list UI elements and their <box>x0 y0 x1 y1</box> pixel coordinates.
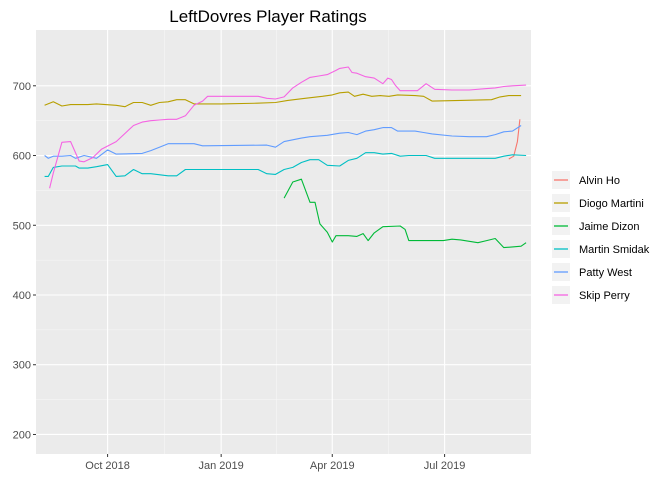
x-tick-label: Oct 2018 <box>85 460 130 472</box>
legend-label-martin-smidak: Martin Smidak <box>579 244 650 256</box>
series-line-alvin-ho <box>508 119 521 160</box>
plot-panel <box>36 30 531 454</box>
series-line-patty-west <box>44 125 522 159</box>
y-tick-label: 500 <box>13 220 31 232</box>
y-tick-label: 700 <box>13 81 31 93</box>
series-line-diogo-martini <box>44 91 522 108</box>
series-line-martin-smidak <box>44 152 527 177</box>
y-tick-label: 300 <box>13 360 31 372</box>
chart-title: LeftDovres Player Ratings <box>169 7 366 26</box>
series-line-jaime-dizon <box>283 178 527 249</box>
panel-background <box>36 30 531 454</box>
legend-label-skip-perry: Skip Perry <box>579 290 630 302</box>
axis-ticks: 200 300 400 500 600 700 Oct 2018 Jan 2019 Apr 20… <box>13 81 466 472</box>
legend-label-jaime-dizon: Jaime Dizon <box>579 221 640 233</box>
y-tick-label: 600 <box>13 151 31 163</box>
y-tick-label: 400 <box>13 290 31 302</box>
legend-label-patty-west: Patty West <box>579 267 632 279</box>
series-line-skip-perry <box>49 66 527 189</box>
legend: Alvin Ho Diogo Martini Jaime Dizon Martin S… <box>552 171 650 304</box>
x-tick-label: Jan 2019 <box>199 460 244 472</box>
x-tick-label: Jul 2019 <box>424 460 466 472</box>
y-tick-label: 200 <box>13 429 31 441</box>
legend-label-alvin-ho: Alvin Ho <box>579 175 620 187</box>
legend-label-diogo-martini: Diogo Martini <box>579 198 644 210</box>
series-lines <box>44 66 527 249</box>
x-tick-label: Apr 2019 <box>310 460 355 472</box>
